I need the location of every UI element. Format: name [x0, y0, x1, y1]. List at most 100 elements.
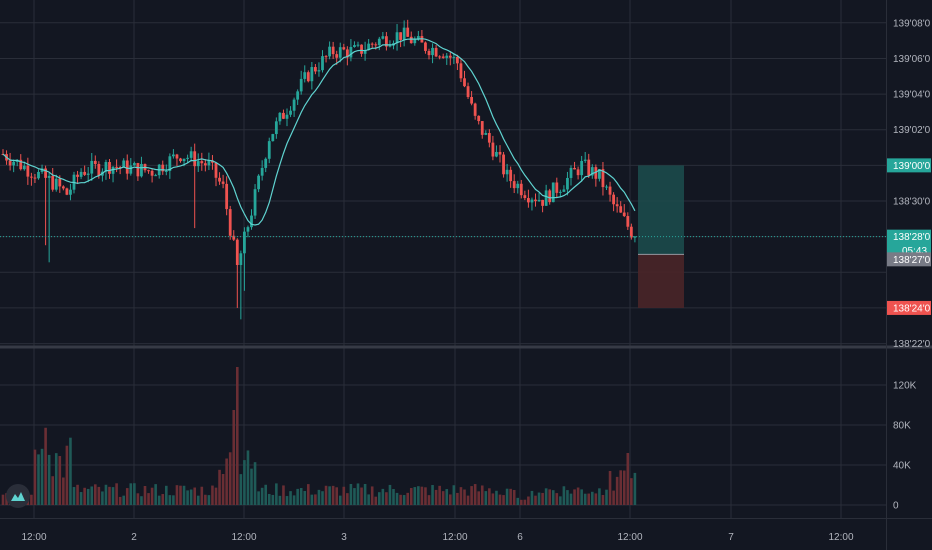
candle-body [473, 103, 477, 116]
candle-body [125, 160, 129, 174]
candle-body [541, 199, 544, 206]
candle-body [292, 99, 296, 111]
volume-bar [370, 486, 374, 505]
volume-bar [239, 474, 243, 505]
volume-bar [353, 488, 356, 505]
candle-body [459, 63, 463, 79]
volume-bar [527, 496, 530, 505]
volume-bar [136, 493, 140, 505]
candle-body [90, 160, 94, 174]
volume-bar [260, 487, 264, 505]
time-tick-label: 12:00 [21, 532, 46, 543]
volume-tick-label: 0 [893, 501, 899, 512]
candle-body [477, 115, 481, 122]
volume-bar [246, 450, 250, 505]
volume-bar [346, 493, 349, 505]
volume-bar [601, 495, 605, 505]
candle-body [416, 36, 420, 40]
candle-body [132, 163, 136, 166]
volume-bar [559, 496, 562, 505]
candle-body [150, 170, 154, 176]
candle-body [44, 168, 47, 178]
volume-bar [530, 490, 534, 505]
candle-body [115, 166, 118, 168]
candle-body [555, 182, 559, 193]
countdown-label: 05:43 [902, 246, 927, 257]
candle-body [512, 181, 516, 189]
candle-body [374, 44, 378, 46]
volume-bar [349, 483, 353, 505]
volume-bar [459, 487, 463, 505]
candle-body [79, 171, 83, 177]
volume-bar [250, 468, 253, 505]
volume-bar [413, 487, 417, 505]
volume-bar [79, 492, 83, 505]
candle-body [448, 55, 452, 58]
volume-bar [555, 493, 559, 505]
candle-body [363, 50, 367, 54]
candle-body [402, 27, 406, 40]
time-tick-label: 12:00 [617, 532, 642, 543]
candle-body [54, 178, 58, 190]
volume-bar [69, 437, 72, 505]
volume-bar [463, 489, 466, 505]
tradingview-logo-icon[interactable] [6, 484, 30, 508]
volume-bar [51, 476, 54, 505]
volume-bar [480, 485, 484, 505]
volume-bar [388, 484, 392, 505]
candle-body [108, 162, 111, 174]
volume-bar [544, 488, 548, 505]
volume-bar [594, 493, 598, 505]
volume-bar [157, 495, 161, 505]
volume-bar [225, 458, 228, 505]
volume-bar [211, 485, 214, 505]
volume-bar [236, 367, 239, 505]
candle-body [505, 169, 509, 175]
candle-body [470, 97, 473, 104]
volume-bar [303, 490, 307, 505]
candle-body [196, 161, 200, 167]
candle-body [441, 56, 445, 58]
candle-body [218, 177, 221, 182]
volume-bar [72, 487, 76, 505]
volume-bar [307, 484, 310, 505]
candle-body [186, 157, 189, 159]
candle-body [61, 186, 65, 189]
candle-body [551, 182, 555, 203]
volume-bar [33, 449, 37, 505]
candle-body [328, 46, 331, 57]
volume-bar [108, 486, 111, 505]
candle-body [345, 49, 349, 58]
candle-body [214, 162, 218, 178]
volume-bar [299, 488, 303, 505]
candle-body [193, 151, 197, 167]
candle-body [370, 43, 374, 45]
candle-body [274, 121, 278, 135]
candle-body [164, 170, 168, 172]
volume-bar [367, 494, 370, 505]
volume-bar [573, 489, 576, 505]
candle-body [338, 47, 342, 58]
volume-bar [314, 494, 317, 505]
volume-bar [356, 483, 360, 505]
candle-body [431, 47, 434, 56]
candle-body [626, 216, 630, 227]
candle-body [487, 133, 491, 143]
volume-bar [214, 487, 218, 505]
volume-bar [502, 495, 505, 505]
time-tick-label: 12:00 [828, 532, 853, 543]
volume-bar [317, 489, 321, 505]
candle-body [97, 163, 101, 176]
volume-bar [321, 491, 324, 505]
volume-bar [324, 485, 328, 505]
volume-bar [409, 488, 413, 505]
candle-body [424, 42, 427, 51]
volume-bar [186, 490, 189, 505]
volume-bar [282, 485, 285, 505]
candle-body [189, 151, 193, 158]
volume-bar [310, 494, 314, 505]
time-tick-label: 7 [728, 532, 734, 543]
volume-bar [200, 486, 204, 505]
candle-body [51, 175, 55, 190]
